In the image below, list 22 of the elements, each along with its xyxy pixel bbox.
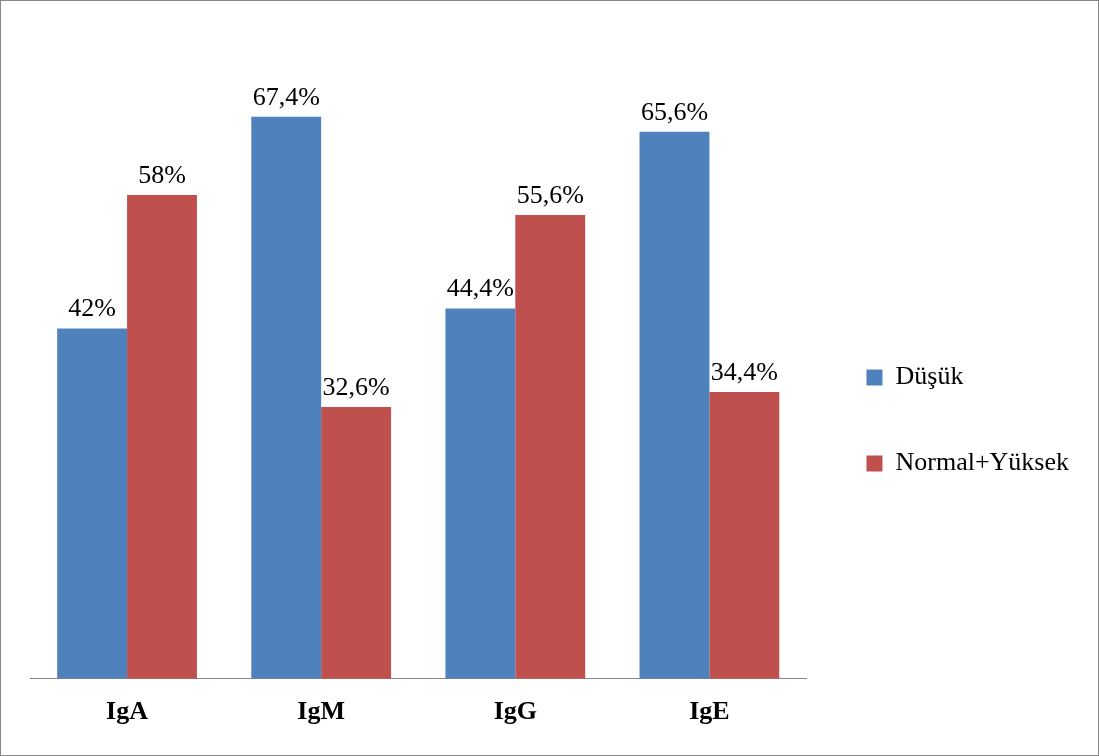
- bar: [127, 195, 197, 679]
- bar: [251, 116, 322, 679]
- data-label: 58%: [138, 159, 186, 189]
- data-label: 42%: [68, 293, 116, 323]
- data-label: 55,6%: [516, 179, 584, 209]
- data-label: 34,4%: [710, 356, 778, 386]
- x-tick-label: IgM: [297, 696, 346, 726]
- data-label: 32,6%: [322, 371, 390, 401]
- legend-label: Düşük: [895, 361, 964, 391]
- bar: [57, 328, 128, 679]
- bar: [321, 406, 392, 679]
- bar: [639, 131, 710, 679]
- bar: [445, 308, 516, 679]
- data-label: 67,4%: [252, 81, 320, 111]
- legend-label: Normal+Yüksek: [895, 447, 1070, 477]
- bar: [515, 215, 586, 679]
- x-tick-label: IgE: [689, 696, 730, 726]
- x-tick-label: IgG: [493, 696, 537, 726]
- data-label: 65,6%: [640, 96, 709, 126]
- x-tick-label: IgA: [106, 696, 149, 726]
- bar: [709, 391, 780, 679]
- data-label: 44,4%: [446, 273, 514, 303]
